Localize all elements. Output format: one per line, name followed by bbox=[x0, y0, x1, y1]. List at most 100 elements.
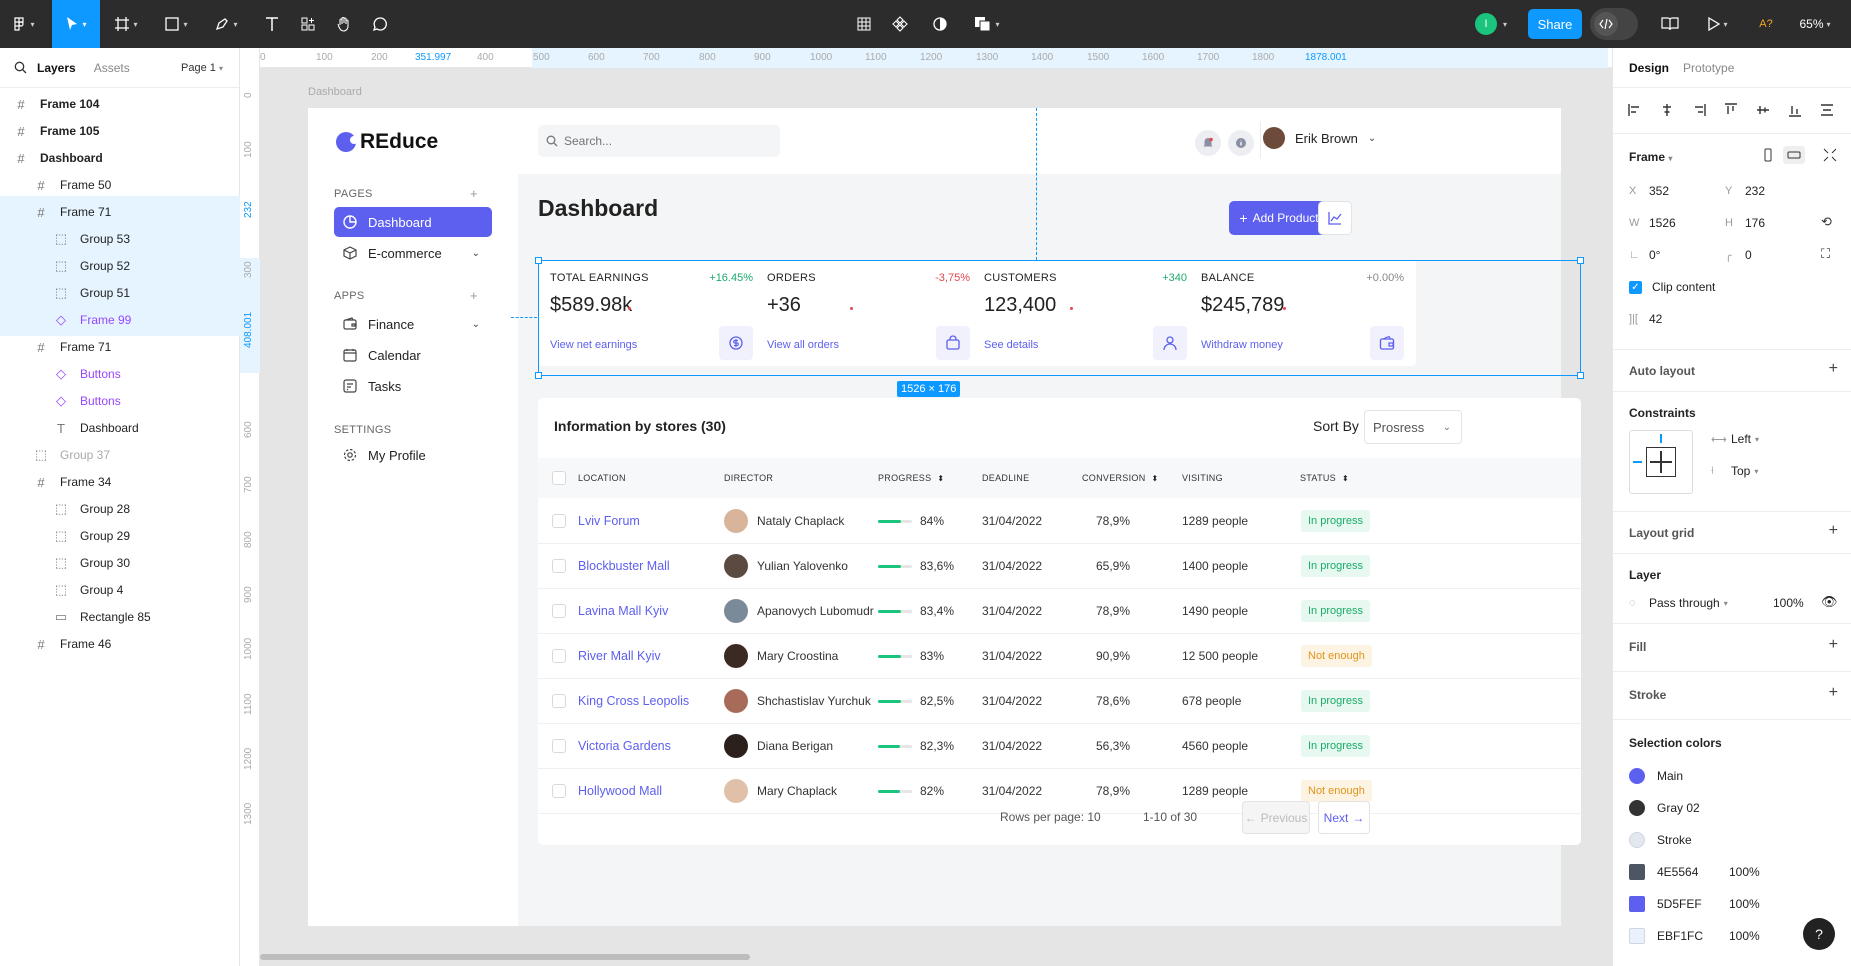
layer-row[interactable]: ⬚ Group 37 bbox=[0, 439, 240, 471]
width-field[interactable]: W 1526 bbox=[1629, 216, 1676, 230]
page-selector[interactable]: Page 1 ▾ bbox=[181, 61, 223, 74]
tab-assets[interactable]: Assets bbox=[93, 60, 130, 75]
search-box[interactable] bbox=[538, 125, 780, 157]
user-avatar[interactable]: I bbox=[1475, 13, 1497, 35]
layer-row[interactable]: ⬚ Group 4 bbox=[0, 574, 240, 606]
chart-button[interactable] bbox=[1318, 201, 1352, 235]
main-menu-button[interactable]: ▾ bbox=[0, 0, 48, 48]
sort-select[interactable]: Prosress ⌄ bbox=[1364, 410, 1462, 444]
library-button[interactable] bbox=[1652, 0, 1688, 48]
next-button[interactable]: Next → bbox=[1318, 801, 1370, 834]
row-checkbox[interactable] bbox=[552, 784, 566, 798]
nav-tasks[interactable]: Tasks bbox=[334, 371, 492, 401]
pen-tool-button[interactable]: ▾ bbox=[204, 0, 248, 48]
table-row[interactable]: King Cross Leopolis Shchastislav Yurchuk 8… bbox=[538, 678, 1581, 724]
horizontal-constraint[interactable]: ⟷ Left ▾ bbox=[1711, 432, 1760, 446]
row-checkbox[interactable] bbox=[552, 649, 566, 663]
user-menu[interactable]: Erik Brown ⌄ bbox=[1263, 127, 1376, 149]
color-swatch[interactable] bbox=[1629, 800, 1645, 816]
zoom-button[interactable]: 65% ▾ bbox=[1799, 17, 1831, 31]
shape-tool-button[interactable]: ▾ bbox=[154, 0, 198, 48]
tab-layers[interactable]: Layers bbox=[37, 60, 76, 75]
selection-color-row[interactable]: Stroke bbox=[1629, 832, 1729, 848]
constrain-proportions-icon[interactable]: ⟲ bbox=[1821, 214, 1832, 229]
stat-icon-button[interactable] bbox=[1153, 326, 1187, 360]
horizontal-scrollbar[interactable] bbox=[260, 954, 750, 960]
rotation-field[interactable]: ∟ 0° bbox=[1629, 248, 1660, 262]
layer-row[interactable]: # Frame 104 bbox=[0, 88, 240, 120]
col-director[interactable]: DIRECTOR bbox=[724, 473, 773, 483]
layer-row[interactable]: ◇ Frame 99 bbox=[0, 304, 240, 336]
layer-row[interactable]: ⬚ Group 29 bbox=[0, 520, 240, 552]
add-app-icon[interactable]: + bbox=[470, 288, 478, 303]
height-field[interactable]: H 176 bbox=[1725, 216, 1765, 230]
color-swatch[interactable] bbox=[1629, 832, 1645, 848]
constraints-widget[interactable] bbox=[1629, 430, 1693, 494]
search-icon[interactable] bbox=[14, 61, 27, 74]
layer-row[interactable]: ◇ Buttons bbox=[0, 385, 240, 417]
location-link[interactable]: Victoria Gardens bbox=[578, 739, 671, 753]
eye-icon[interactable]: 👁 bbox=[1821, 594, 1838, 609]
color-swatch[interactable] bbox=[1629, 864, 1645, 880]
distribute-button[interactable] bbox=[1819, 102, 1835, 118]
dashboard-frame[interactable]: REduce PAGES + Dashboard E-commerce ⌄ AP… bbox=[308, 108, 1584, 926]
radius-field[interactable]: ╭ 0 bbox=[1725, 248, 1752, 262]
layer-row[interactable]: # Frame 71 bbox=[0, 196, 240, 228]
stat-icon-button[interactable] bbox=[1370, 326, 1404, 360]
nav-dashboard[interactable]: Dashboard bbox=[334, 207, 492, 237]
tab-design[interactable]: Design bbox=[1629, 60, 1670, 75]
rows-per-page[interactable]: Rows per page: 10 bbox=[1000, 810, 1101, 824]
stat-icon-button[interactable] bbox=[719, 326, 753, 360]
resize-handle[interactable] bbox=[535, 372, 542, 379]
x-field[interactable]: X 352 bbox=[1629, 184, 1669, 198]
add-page-icon[interactable]: + bbox=[470, 186, 478, 201]
previous-button[interactable]: ← Previous bbox=[1242, 801, 1310, 834]
frame-name-label[interactable]: Dashboard bbox=[308, 86, 362, 98]
add-fill-icon[interactable]: + bbox=[1828, 636, 1838, 653]
row-checkbox[interactable] bbox=[552, 739, 566, 753]
row-checkbox[interactable] bbox=[552, 514, 566, 528]
app-logo[interactable]: REduce bbox=[336, 130, 438, 154]
info-button[interactable] bbox=[1228, 130, 1254, 156]
layer-row[interactable]: ⬚ Group 51 bbox=[0, 277, 240, 309]
col-status[interactable]: STATUS ⬍ bbox=[1300, 473, 1349, 483]
add-product-button[interactable]: + Add Product bbox=[1229, 201, 1329, 235]
present-button[interactable]: ▾ bbox=[1698, 0, 1738, 48]
move-tool-button[interactable]: ▾ bbox=[52, 0, 100, 48]
layer-row[interactable]: # Frame 50 bbox=[0, 169, 240, 201]
layer-row[interactable]: ⬚ Group 28 bbox=[0, 493, 240, 525]
clip-content-checkbox[interactable]: ✓ bbox=[1629, 280, 1642, 294]
col-location[interactable]: LOCATION bbox=[578, 473, 626, 483]
nav-ecommerce[interactable]: E-commerce ⌄ bbox=[334, 238, 492, 268]
dev-mode-toggle[interactable] bbox=[1590, 8, 1638, 40]
components-button[interactable] bbox=[882, 0, 918, 48]
layer-row[interactable]: ⬚ Group 30 bbox=[0, 547, 240, 579]
stat-link[interactable]: See details bbox=[984, 339, 1039, 351]
constraint-top[interactable] bbox=[1660, 434, 1662, 443]
location-link[interactable]: Blockbuster Mall bbox=[578, 559, 670, 573]
layer-row[interactable]: T Dashboard bbox=[0, 412, 240, 444]
location-link[interactable]: Lviv Forum bbox=[578, 514, 640, 528]
add-stroke-icon[interactable]: + bbox=[1828, 684, 1838, 701]
layer-row[interactable]: # Dashboard bbox=[0, 142, 240, 174]
constraint-left[interactable] bbox=[1633, 461, 1642, 463]
layer-row[interactable]: # Frame 105 bbox=[0, 115, 240, 147]
nav-finance[interactable]: Finance ⌄ bbox=[334, 309, 492, 339]
comment-tool-button[interactable] bbox=[362, 0, 398, 48]
align-top-button[interactable] bbox=[1723, 102, 1739, 118]
color-swatch[interactable] bbox=[1629, 928, 1645, 944]
nav-calendar[interactable]: Calendar bbox=[334, 340, 492, 370]
selection-color-row[interactable]: Main bbox=[1629, 768, 1729, 784]
table-row[interactable]: River Mall Kyiv Mary Croostina 83% 31/04/20… bbox=[538, 633, 1581, 679]
col-deadline[interactable]: DEADLINE bbox=[982, 473, 1029, 483]
resources-button[interactable] bbox=[290, 0, 326, 48]
tab-prototype[interactable]: Prototype bbox=[1683, 60, 1735, 75]
location-link[interactable]: River Mall Kyiv bbox=[578, 649, 661, 663]
independent-corners-icon[interactable]: ⛶ bbox=[1821, 246, 1831, 261]
table-row[interactable]: Blockbuster Mall Yulian Yalovenko 83,6% 31/… bbox=[538, 543, 1581, 589]
layer-row[interactable]: # Frame 71 bbox=[0, 331, 240, 363]
stat-link[interactable]: View all orders bbox=[767, 339, 839, 351]
selection-color-row[interactable]: Gray 02 bbox=[1629, 800, 1729, 816]
row-checkbox[interactable] bbox=[552, 604, 566, 618]
boolean-ops-button[interactable]: ▾ bbox=[962, 0, 1012, 48]
